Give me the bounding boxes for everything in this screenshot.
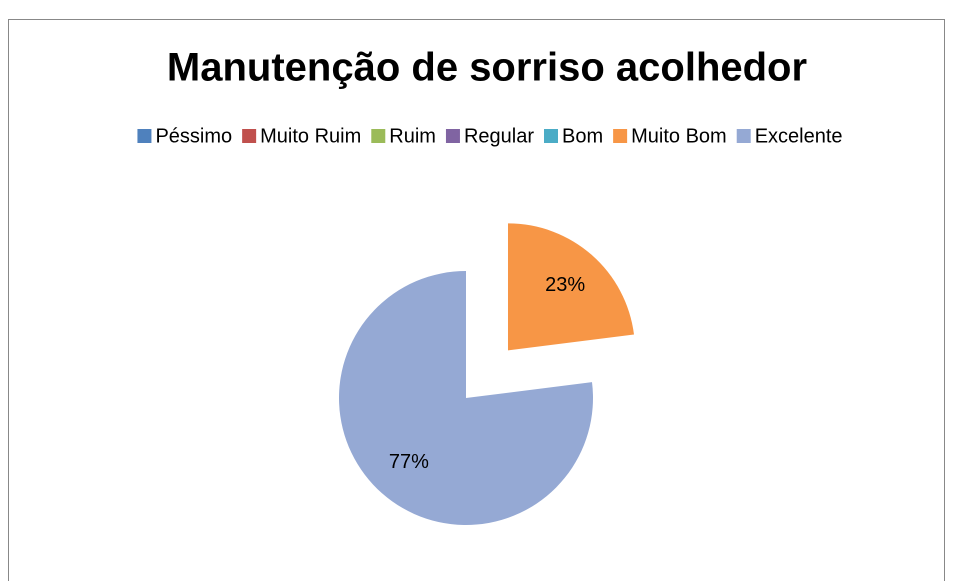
legend-swatch (544, 129, 558, 143)
chart-title: Manutenção de sorriso acolhedor (167, 46, 807, 90)
legend-label: Bom (562, 125, 603, 147)
legend-label: Péssimo (155, 125, 232, 147)
legend-swatch (137, 129, 152, 143)
legend-label: Muito Bom (631, 125, 727, 147)
legend-label: Regular (464, 125, 534, 147)
legend-label: Muito Ruim (260, 125, 361, 147)
pie-slice (338, 271, 594, 525)
legend-swatch (736, 129, 751, 143)
legend-swatch (613, 129, 628, 143)
legend-swatch (371, 129, 386, 143)
legend-swatch (445, 129, 460, 143)
legend-label: Ruim (389, 125, 436, 147)
data-label: 77% (389, 451, 429, 473)
data-label: 23% (545, 274, 585, 296)
legend: Péssimo Muito Ruim Ruim Regular Bom Muito Bom… (137, 125, 843, 147)
pie-slice (507, 223, 634, 351)
legend-label: Excelente (755, 125, 843, 147)
legend-swatch (242, 129, 257, 143)
